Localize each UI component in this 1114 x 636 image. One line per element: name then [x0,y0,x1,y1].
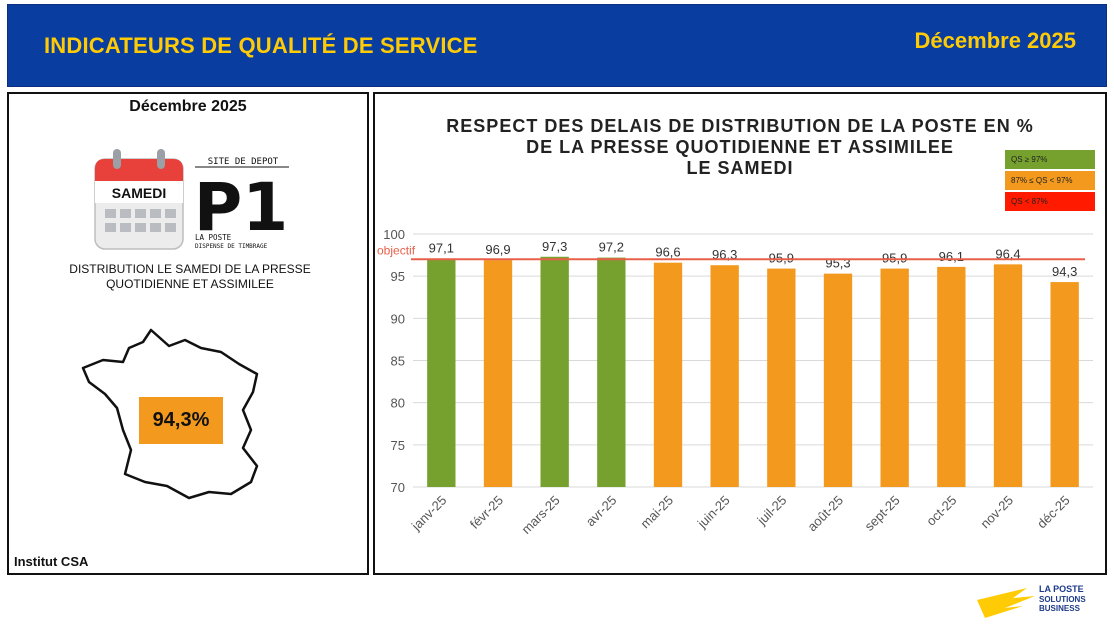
x-tick-label: déc-25 [1034,493,1073,532]
bar [710,265,739,487]
bar-value-label: 95,9 [769,251,794,266]
x-tick-label: oct-25 [923,493,959,529]
y-tick-label: 95 [391,269,405,284]
summary-description: DISTRIBUTION LE SAMEDI DE LA PRESSE QUOT… [69,262,311,291]
page-title: INDICATEURS DE QUALITÉ DE SERVICE [44,33,478,58]
bar [597,257,626,487]
calendar-label: SAMEDI [112,185,166,201]
chart-title-line: RESPECT DES DELAIS DE DISTRIBUTION DE LA… [446,116,1034,136]
chart-panel: RESPECT DES DELAIS DE DISTRIBUTION DE LA… [373,92,1107,575]
bar [937,266,966,487]
bar-value-label: 97,3 [542,239,567,254]
bar [823,273,853,487]
deposit-site-logo: SITE DE DEPOT P1 LA POSTE DISPENSE DE TI… [193,152,291,250]
legend-item-orange: 87% ≤ QS < 97% [1005,171,1095,190]
bar-value-label: 96,6 [655,245,680,260]
y-tick-label: 100 [383,227,405,242]
logo-p1: P1 [194,169,288,246]
brand-line2: SOLUTIONS [1039,595,1086,604]
bar [427,258,456,487]
brand-logo: LA POSTE SOLUTIONS BUSINESS [977,584,1086,618]
x-tick-label: nov-25 [977,493,1016,532]
summary-date: Décembre 2025 [129,98,247,115]
x-tick-label: mars-25 [518,493,562,537]
bar [653,262,683,487]
y-tick-label: 70 [391,480,405,495]
legend-item-green: QS ≥ 97% [1005,150,1095,169]
logo-line2: LA POSTE [195,233,232,242]
chart-title-line: DE LA PRESSE QUOTIDIENNE ET ASSIMILEE [526,137,954,157]
bar-value-label: 97,2 [599,240,624,255]
bar [540,256,569,487]
y-tick-label: 85 [391,354,405,369]
result-percentage: 94,3% [139,397,223,444]
chart-title: RESPECT DES DELAIS DE DISTRIBUTION DE LA… [385,116,1095,179]
x-tick-label: janv-25 [408,493,449,534]
bar [767,268,796,487]
bar-value-label: 96,1 [939,249,964,264]
chart-title-line: LE SAMEDI [686,158,794,178]
bar-value-label: 95,9 [882,251,907,266]
logo-line1: SITE DE DEPOT [208,157,279,167]
logo-line3: DISPENSE DE TIMBRAGE [195,243,268,250]
header-bar: INDICATEURS DE QUALITÉ DE SERVICE Décemb… [7,4,1107,87]
y-tick-label: 75 [391,438,405,453]
brand-line1: LA POSTE [1039,584,1084,594]
legend-item-red: QS < 87% [1005,192,1095,211]
bar [993,264,1023,487]
bar-value-label: 95,3 [825,256,850,271]
summary-panel: Décembre 2025 SAMEDI SITE DE DEPOT P1 LA… [7,92,369,575]
source-label: Institut CSA [14,554,89,569]
x-tick-label: mai-25 [637,493,676,532]
calendar-icon: SAMEDI [94,149,184,250]
chart-legend: QS ≥ 97% 87% ≤ QS < 97% QS < 87% [1005,150,1095,213]
x-tick-label: sept-25 [862,493,903,534]
bar-value-label: 94,3 [1052,264,1077,279]
objective-label: objectif [377,243,416,257]
x-tick-label: avr-25 [583,493,620,530]
header-date: Décembre 2025 [914,28,1076,53]
bar-value-label: 96,9 [485,242,510,257]
bar [1050,282,1079,487]
bar-value-label: 97,1 [429,240,454,255]
y-tick-label: 90 [391,311,405,326]
x-tick-label: juil-25 [754,493,790,529]
x-tick-label: août-25 [804,493,846,535]
bar-value-label: 96,4 [995,246,1020,261]
bar [483,260,513,487]
brand-line3: BUSINESS [1039,604,1081,613]
x-tick-label: févr-25 [467,493,506,532]
x-tick-label: juin-25 [694,493,733,532]
bar [880,268,909,487]
bar-chart: 70 75 80 85 90 95 100 97,1 janv-25 96,9 févr-25 97,… [377,227,1093,537]
y-tick-label: 80 [391,396,405,411]
